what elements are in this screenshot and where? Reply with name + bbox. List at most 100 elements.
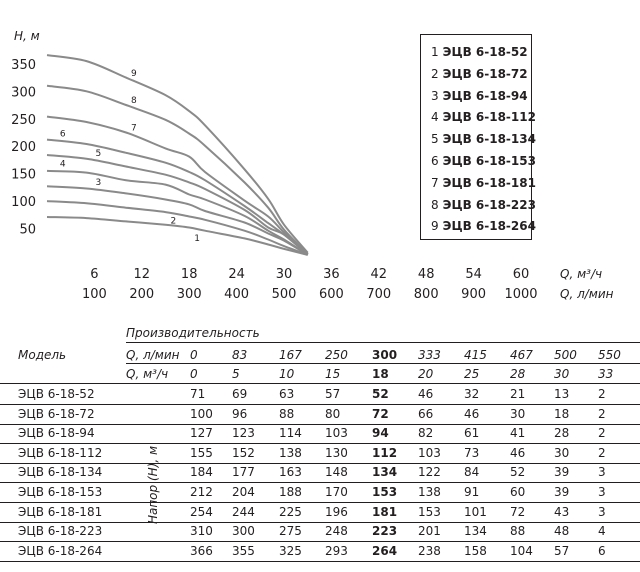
x-tick-label-l: 600	[319, 287, 344, 302]
table-cell-value: 196	[325, 504, 348, 519]
table-cell-value: 112	[372, 445, 398, 460]
legend-item-number: 9	[431, 219, 439, 234]
curve-label-2: 2	[171, 217, 177, 227]
head-axis-label: Напор (H), м	[146, 445, 161, 525]
x-tick-label-l: 1000	[504, 287, 537, 302]
table-cell-value: 28	[554, 426, 570, 441]
table-cell-value: 72	[510, 504, 526, 519]
table-cell-value: 46	[418, 387, 434, 401]
x-tick-label-l: 100	[82, 287, 107, 302]
y-tick-label: 100	[11, 195, 36, 210]
q-lmin-value: 415	[464, 348, 487, 362]
table-cell-value: 101	[464, 504, 487, 519]
legend-item-model: ЭЦВ 6-18-264	[442, 219, 536, 234]
curve-number-labels: 1 2 3 4 5 6 7 8 9	[60, 69, 200, 244]
table-cell-value: 184	[190, 465, 213, 480]
table-cell-value: 104	[510, 543, 533, 558]
q-m3h-value: 25	[464, 367, 480, 381]
q-m3h-value: 20	[418, 367, 434, 381]
table-cell-value: 275	[279, 524, 302, 539]
table-cell-value: 310	[190, 524, 213, 539]
table-row-rule	[0, 521, 640, 523]
table-cell-value: 94	[372, 426, 389, 441]
x-tick-label-l: 700	[366, 287, 391, 302]
table-cell-value: 73	[464, 445, 480, 460]
pump-curves	[46, 54, 309, 256]
table-cell-value: 13	[554, 387, 570, 401]
table-cell-value: 148	[325, 465, 348, 480]
x-tick-label-m3: 54	[465, 267, 482, 282]
table-cell-value: 52	[510, 465, 526, 480]
table-cell-value: 91	[464, 485, 480, 499]
legend-item-model: ЭЦВ 6-18-94	[442, 88, 528, 103]
legend-item: 7 ЭЦВ 6-18-181	[431, 176, 536, 190]
x-axis-label-m3: Q, м³/ч	[560, 267, 602, 281]
x-tick-label-l: 800	[414, 287, 439, 302]
legend-item-number: 2	[431, 66, 439, 81]
table-row-rule	[0, 443, 640, 445]
table-row-rule	[0, 423, 640, 425]
legend-item: 5 ЭЦВ 6-18-134	[431, 132, 536, 146]
header-rule	[126, 342, 640, 343]
q-m3h-value: 30	[554, 367, 570, 381]
table-row-rule	[0, 404, 640, 405]
table-cell-value: 138	[279, 445, 302, 460]
table-cell-value: 43	[554, 504, 570, 519]
table-cell-value: 69	[232, 387, 248, 401]
table-cell-value: 170	[325, 485, 348, 499]
table-row-rule	[0, 541, 640, 543]
q-lmin-label: Q, л/мин	[126, 348, 180, 362]
chart-legend: 1 ЭЦВ 6-18-52 2 ЭЦВ 6-18-72 3 ЭЦВ 6-18-94 4 ЭЦВ…	[420, 34, 536, 240]
q-lmin-value: 250	[325, 348, 348, 362]
table-cell-value: 96	[232, 406, 248, 421]
y-tick-label: 150	[11, 168, 36, 183]
table-cell-value: 244	[232, 504, 255, 519]
table-cell-value: 80	[325, 406, 341, 421]
table-cell-value: 134	[372, 465, 398, 480]
table-cell-value: 3	[598, 504, 606, 519]
y-tick-label: 250	[11, 113, 36, 128]
legend-item-model: ЭЦВ 6-18-112	[442, 110, 536, 125]
q-m3h-value: 33	[598, 367, 614, 381]
table-row-rule	[0, 502, 640, 503]
table-cell-value: 32	[464, 387, 480, 401]
x-tick-label-m3: 24	[228, 267, 245, 282]
table-cell-value: 238	[418, 543, 441, 558]
table-row-model: ЭЦВ 6-18-134	[18, 465, 103, 480]
legend-item: 6 ЭЦВ 6-18-153	[431, 154, 536, 168]
pump-curve-8	[46, 84, 309, 255]
legend-item-model: ЭЦВ 6-18-153	[442, 154, 536, 168]
table-cell-value: 30	[554, 445, 570, 460]
x-tick-label-l: 200	[129, 287, 154, 302]
x-tick-label-m3: 6	[90, 267, 98, 282]
table-cell-value: 204	[232, 485, 255, 499]
legend-item-number: 1	[431, 45, 439, 59]
x-tick-label-m3: 36	[323, 267, 340, 282]
table-cell-value: 88	[279, 406, 295, 421]
table-cell-value: 72	[372, 406, 389, 421]
legend-item-number: 4	[431, 110, 439, 125]
legend-item-number: 3	[431, 88, 439, 103]
table-row-rule	[0, 462, 640, 464]
table-row-model: ЭЦВ 6-18-52	[18, 387, 95, 401]
table-row-model: ЭЦВ 6-18-223	[18, 524, 103, 539]
x-tick-label-m3: 48	[418, 267, 435, 282]
q-lmin-value: 0	[190, 348, 198, 362]
table-row-model: ЭЦВ 6-18-112	[18, 445, 103, 460]
q-lmin-value: 333	[418, 348, 441, 362]
table-cell-value: 60	[510, 485, 526, 499]
table-cell-value: 39	[554, 485, 570, 499]
legend-item: 1 ЭЦВ 6-18-52	[431, 45, 528, 59]
table-cell-value: 2	[598, 406, 606, 421]
q-m3h-value: 15	[325, 367, 341, 381]
q-m3h-value: 0	[190, 367, 198, 381]
header-rule-mid	[126, 363, 640, 364]
table-cell-value: 103	[418, 445, 441, 460]
header-rule-bottom	[0, 383, 640, 384]
q-lmin-value: 467	[510, 348, 533, 362]
curve-label-8: 8	[131, 96, 137, 106]
table-cell-value: 134	[464, 524, 487, 539]
legend-item-number: 8	[431, 197, 439, 212]
x-tick-labels: 6 12 18 24 30 36 42 48 54 60 100 200 300 400 500 600 700…	[82, 267, 538, 302]
table-cell-value: 127	[190, 426, 213, 441]
